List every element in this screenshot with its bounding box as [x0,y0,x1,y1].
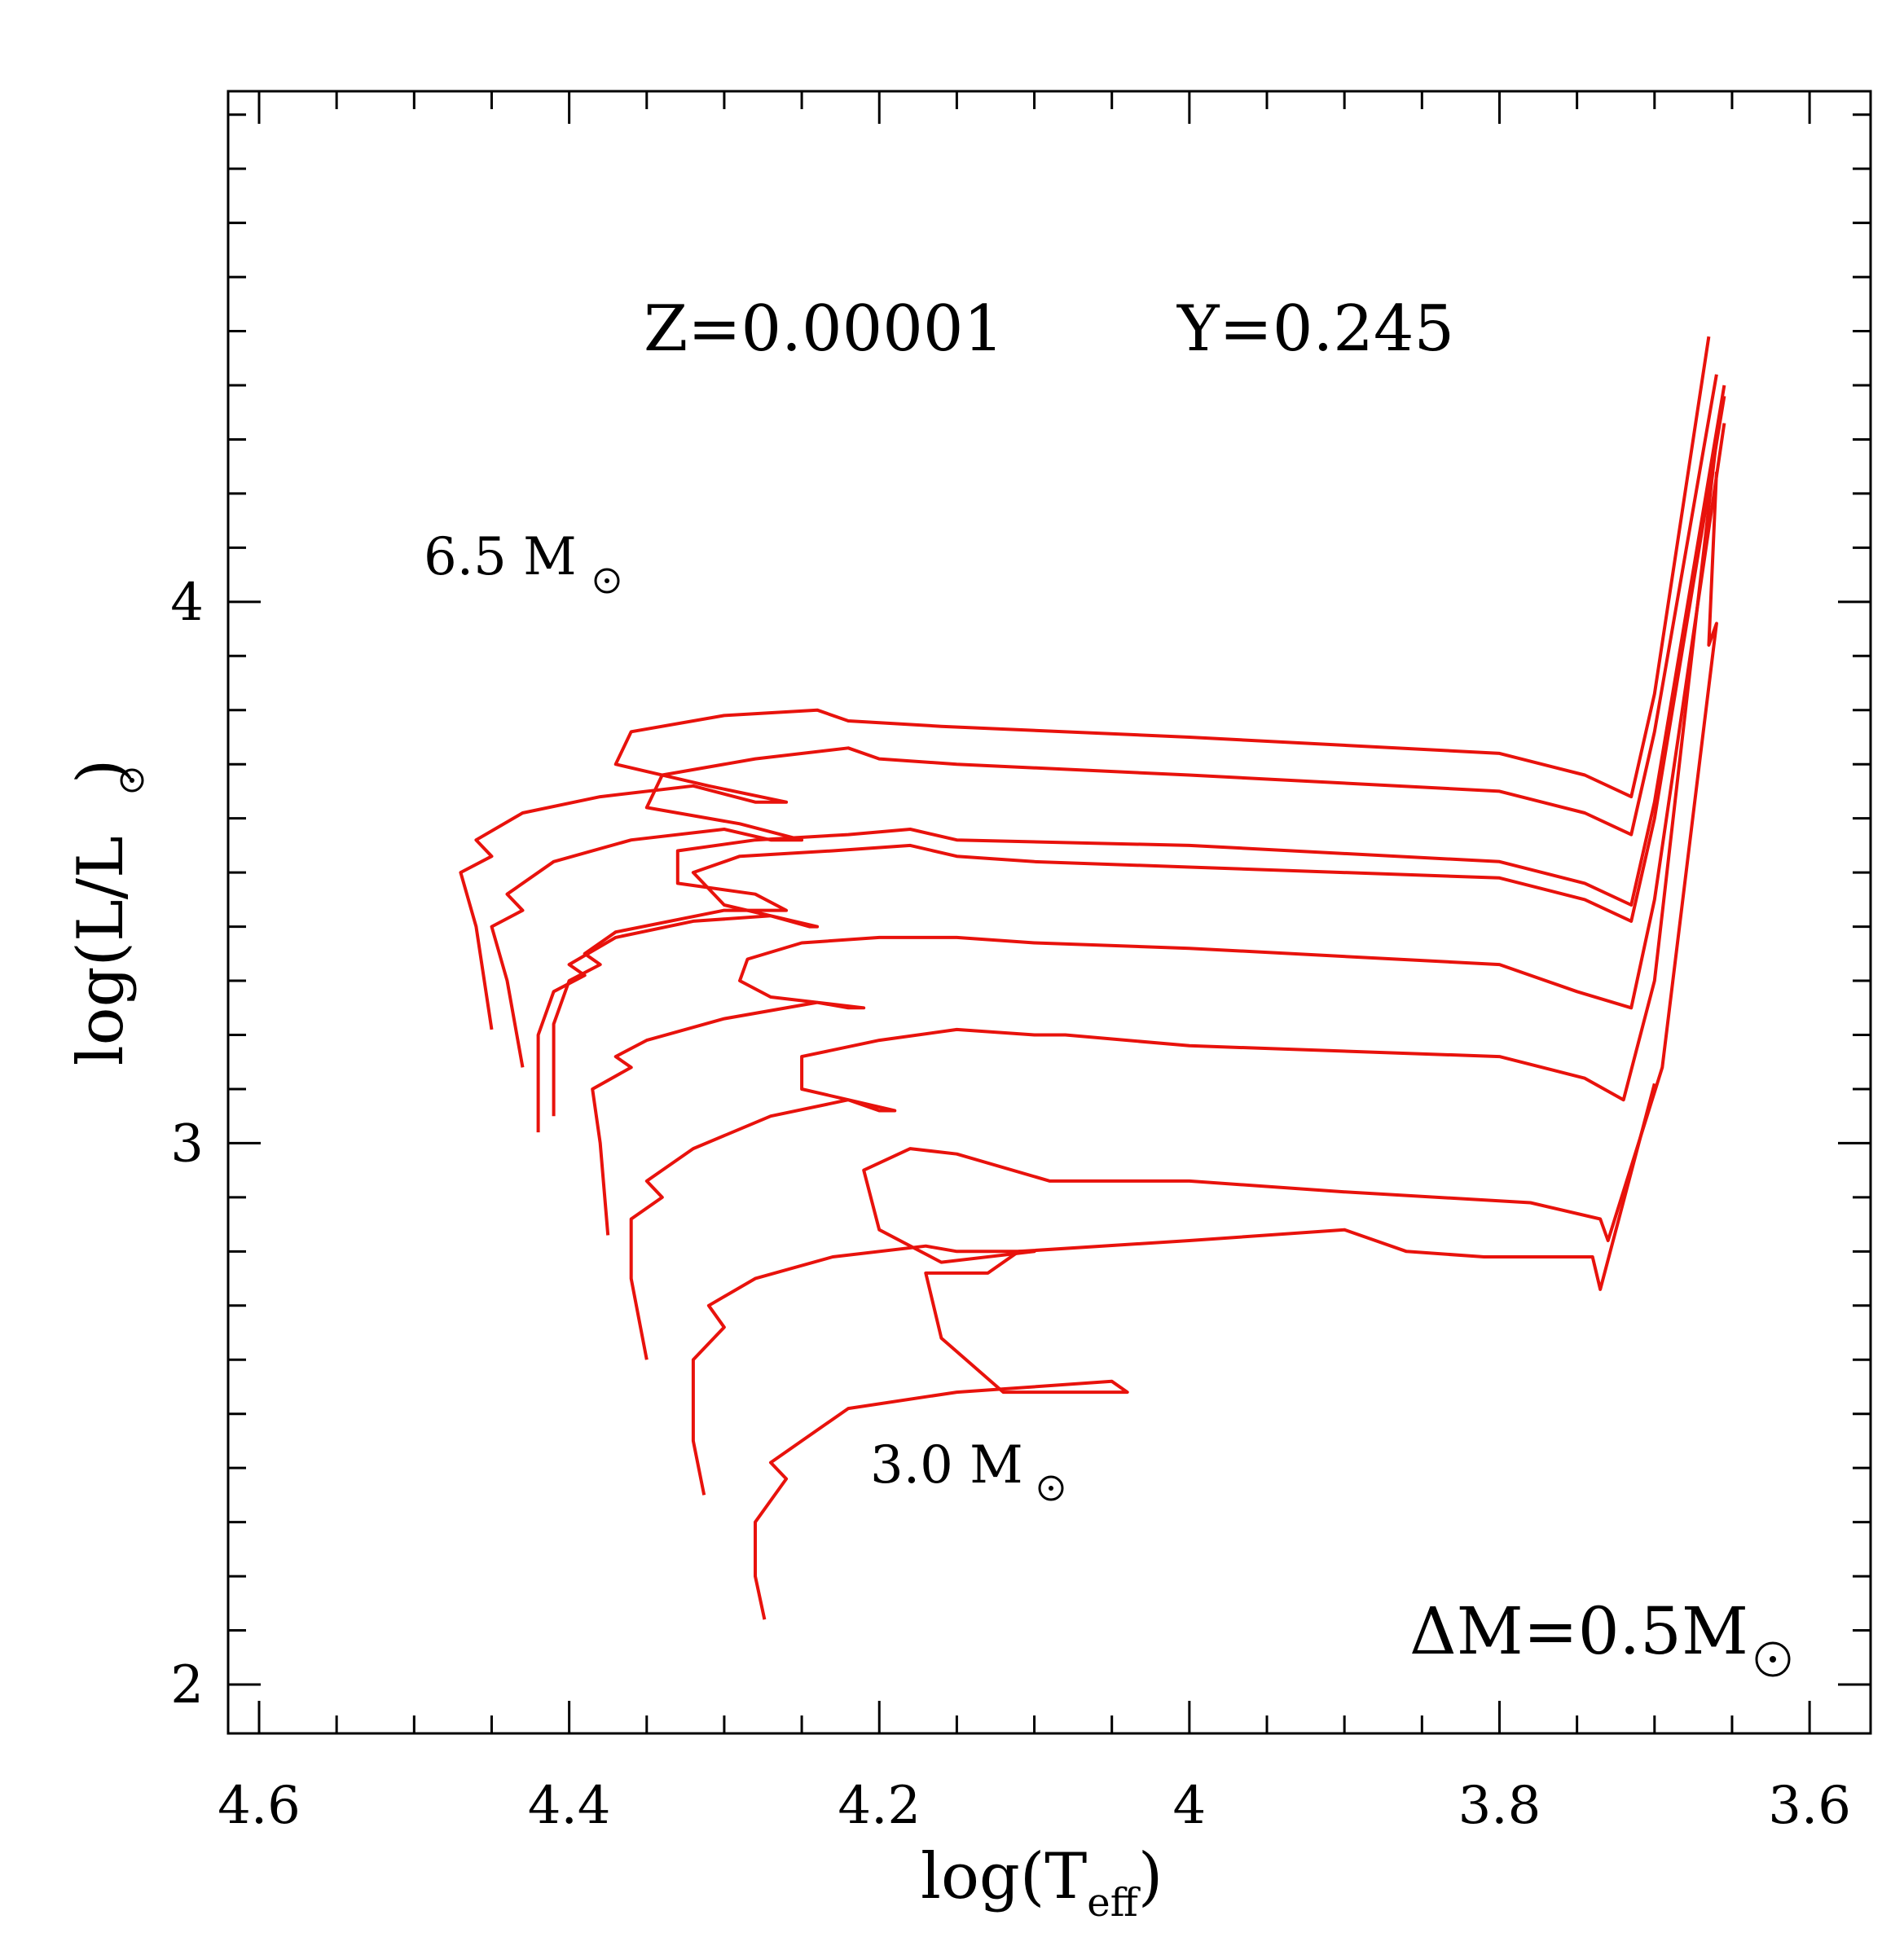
y-axis-label: log(L/L) [64,759,144,1066]
composition-z: Z=0.00001 [644,292,1004,366]
x-tick-label: 4.2 [838,1776,921,1836]
x-tick-label: 4.4 [528,1776,611,1836]
sun-symbol-icon [594,568,620,594]
track-line-3-5 [691,472,1718,1496]
plot-frame [226,90,1872,1735]
y-tick-label: 3 [170,1114,204,1174]
track-line-5-5 [552,384,1726,1117]
svg-text:log(Teff): log(Teff) [921,1840,1163,1926]
x-tick-label: 4.6 [218,1776,301,1836]
x-tick-label: 4 [1173,1776,1207,1836]
track-line-3 [754,1083,1656,1620]
track-line-5 [536,395,1726,1133]
y-tick-label: 4 [170,573,204,633]
track-line-6 [490,374,1718,1068]
svg-text:log(L/L): log(L/L) [64,759,138,1066]
svg-text:ΔM=0.5M: ΔM=0.5M [1409,1593,1748,1669]
y-tick-label: 2 [170,1655,204,1715]
evolutionary-tracks [459,336,1726,1620]
track-line-4-5 [591,423,1726,1236]
sun-symbol-icon [120,768,144,793]
delta-m-label: ΔM=0.5M [1409,1593,1791,1677]
x-tick-label: 3.6 [1768,1776,1851,1836]
track-line-6-5 [459,336,1711,1030]
svg-text:3.0 M: 3.0 M [870,1435,1023,1496]
track-line-4 [629,439,1718,1360]
sun-symbol-icon [1038,1475,1064,1501]
sun-symbol-icon [1755,1641,1791,1677]
x-axis-label: log(Teff) [921,1840,1163,1926]
composition-y: Y=0.245 [1176,292,1454,366]
x-tick-label: 3.8 [1458,1776,1541,1836]
svg-text:6.5 M: 6.5 M [424,527,577,587]
axis-ticks: 4.6 4.4 4.2 4 3.8 3.6 2 3 4 [170,91,1871,1836]
mass-label-bottom: 3.0 M [870,1435,1064,1501]
mass-label-top: 6.5 M [424,527,620,594]
